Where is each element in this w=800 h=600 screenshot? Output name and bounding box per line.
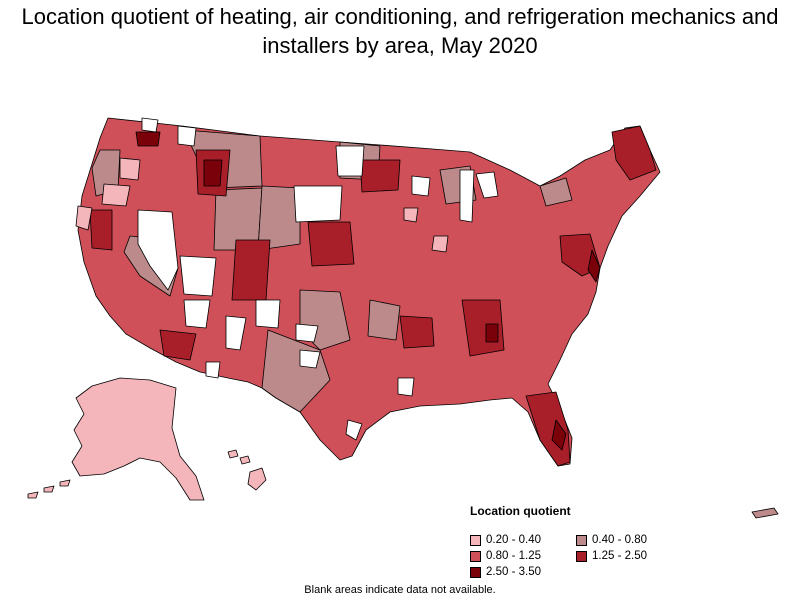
- blank-areas-note: Blank areas indicate data not available.: [304, 584, 496, 596]
- us-choropleth-map: [27, 117, 779, 519]
- hawaii: [227, 449, 267, 491]
- quotient-020-040-regions: [75, 157, 449, 253]
- quotient-250-350-regions: [135, 131, 601, 451]
- legend-label: 2.50 - 3.50: [486, 566, 541, 578]
- legend-label: 0.40 - 0.80: [592, 534, 647, 546]
- puerto-rico: [751, 507, 779, 519]
- legend-swatch: [470, 550, 481, 562]
- legend-label: 0.80 - 1.25: [486, 550, 541, 562]
- legend-title: Location quotient: [470, 504, 571, 518]
- legend-swatch: [470, 566, 481, 578]
- legend-swatch: [576, 550, 587, 562]
- alaska: [71, 377, 205, 501]
- legend-item-080-125: 0.80 - 1.25: [470, 550, 576, 562]
- legend-item-040-080: 0.40 - 0.80: [576, 534, 696, 546]
- map-title: Location quotient of heating, air condit…: [21, 4, 779, 58]
- no-data-regions: [137, 117, 499, 441]
- legend-item-125-250: 1.25 - 2.50: [576, 550, 696, 562]
- legend-swatch: [470, 534, 481, 546]
- map-legend: Location quotient 0.20 - 0.40 0.40 - 0.8…: [470, 504, 710, 578]
- legend-grid: 0.20 - 0.40 0.40 - 0.80 0.80 - 1.25 1.25…: [470, 534, 710, 578]
- legend-swatch: [576, 534, 587, 546]
- legend-item-250-350: 2.50 - 3.50: [470, 566, 576, 578]
- alaska-islands: [27, 479, 71, 499]
- legend-label: 1.25 - 2.50: [592, 550, 647, 562]
- legend-label: 0.20 - 0.40: [486, 534, 541, 546]
- legend-item-020-040: 0.20 - 0.40: [470, 534, 576, 546]
